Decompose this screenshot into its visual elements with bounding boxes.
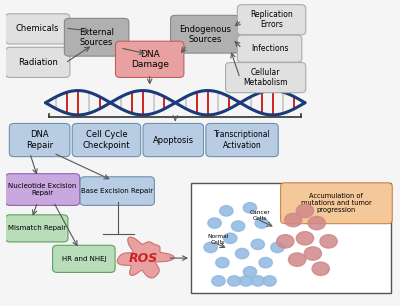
Text: Radiation: Radiation: [18, 58, 58, 67]
FancyBboxPatch shape: [237, 35, 302, 62]
Circle shape: [255, 218, 268, 228]
Circle shape: [320, 235, 337, 248]
Circle shape: [212, 276, 225, 286]
Text: Normal
Cells: Normal Cells: [208, 234, 229, 245]
FancyBboxPatch shape: [6, 174, 80, 205]
Circle shape: [288, 253, 306, 266]
FancyBboxPatch shape: [6, 215, 68, 242]
FancyBboxPatch shape: [143, 123, 204, 157]
Text: Transcriptional
Activation: Transcriptional Activation: [214, 130, 270, 150]
Text: DNA
Repair: DNA Repair: [26, 130, 53, 150]
Circle shape: [204, 242, 217, 253]
Circle shape: [243, 267, 257, 277]
FancyBboxPatch shape: [280, 183, 392, 224]
FancyBboxPatch shape: [116, 41, 184, 77]
Circle shape: [228, 276, 241, 286]
Circle shape: [304, 247, 322, 260]
FancyBboxPatch shape: [9, 123, 70, 157]
Text: Cancer
Cells: Cancer Cells: [249, 210, 270, 221]
Text: Cellular
Metabolism: Cellular Metabolism: [244, 68, 288, 87]
Circle shape: [259, 257, 272, 268]
Text: Accumulation of
mutations and tumor
progression: Accumulation of mutations and tumor prog…: [301, 193, 372, 213]
Circle shape: [239, 276, 253, 286]
Circle shape: [235, 248, 249, 259]
Circle shape: [243, 203, 257, 213]
Circle shape: [312, 262, 329, 275]
Text: DNA
Damage: DNA Damage: [131, 50, 169, 69]
Text: ROS: ROS: [129, 252, 158, 265]
FancyBboxPatch shape: [237, 5, 306, 35]
FancyBboxPatch shape: [72, 123, 141, 157]
Text: HR and NHEJ: HR and NHEJ: [62, 256, 106, 262]
FancyBboxPatch shape: [6, 47, 70, 77]
Circle shape: [296, 232, 314, 245]
Text: Infections: Infections: [251, 44, 288, 53]
Circle shape: [277, 235, 294, 248]
Circle shape: [263, 276, 276, 286]
Circle shape: [208, 218, 221, 228]
Circle shape: [251, 239, 264, 250]
Text: Mismatch Repair: Mismatch Repair: [8, 226, 66, 231]
Text: Cell Cycle
Checkpoint: Cell Cycle Checkpoint: [83, 130, 130, 150]
Bar: [191, 184, 392, 293]
Text: Nucleotide Excision
Repair: Nucleotide Excision Repair: [8, 183, 77, 196]
FancyBboxPatch shape: [6, 14, 70, 44]
Circle shape: [232, 221, 245, 231]
FancyBboxPatch shape: [206, 123, 278, 157]
Text: Endogenous
Sources: Endogenous Sources: [179, 24, 231, 44]
Circle shape: [251, 276, 264, 286]
Text: Replication
Errors: Replication Errors: [250, 10, 293, 29]
Circle shape: [271, 242, 284, 253]
Text: External
Sources: External Sources: [79, 28, 114, 47]
FancyBboxPatch shape: [170, 15, 239, 53]
Circle shape: [308, 216, 326, 230]
Polygon shape: [117, 237, 174, 278]
Text: Base Excision Repair: Base Excision Repair: [81, 188, 153, 194]
Circle shape: [216, 257, 229, 268]
Text: Apoptosis: Apoptosis: [153, 136, 194, 144]
FancyBboxPatch shape: [226, 62, 306, 93]
Circle shape: [224, 233, 237, 244]
Circle shape: [296, 204, 314, 218]
Circle shape: [284, 213, 302, 227]
FancyBboxPatch shape: [64, 18, 129, 56]
Text: Chemicals: Chemicals: [16, 24, 60, 33]
FancyBboxPatch shape: [80, 177, 154, 205]
Circle shape: [220, 206, 233, 216]
FancyBboxPatch shape: [52, 245, 115, 272]
